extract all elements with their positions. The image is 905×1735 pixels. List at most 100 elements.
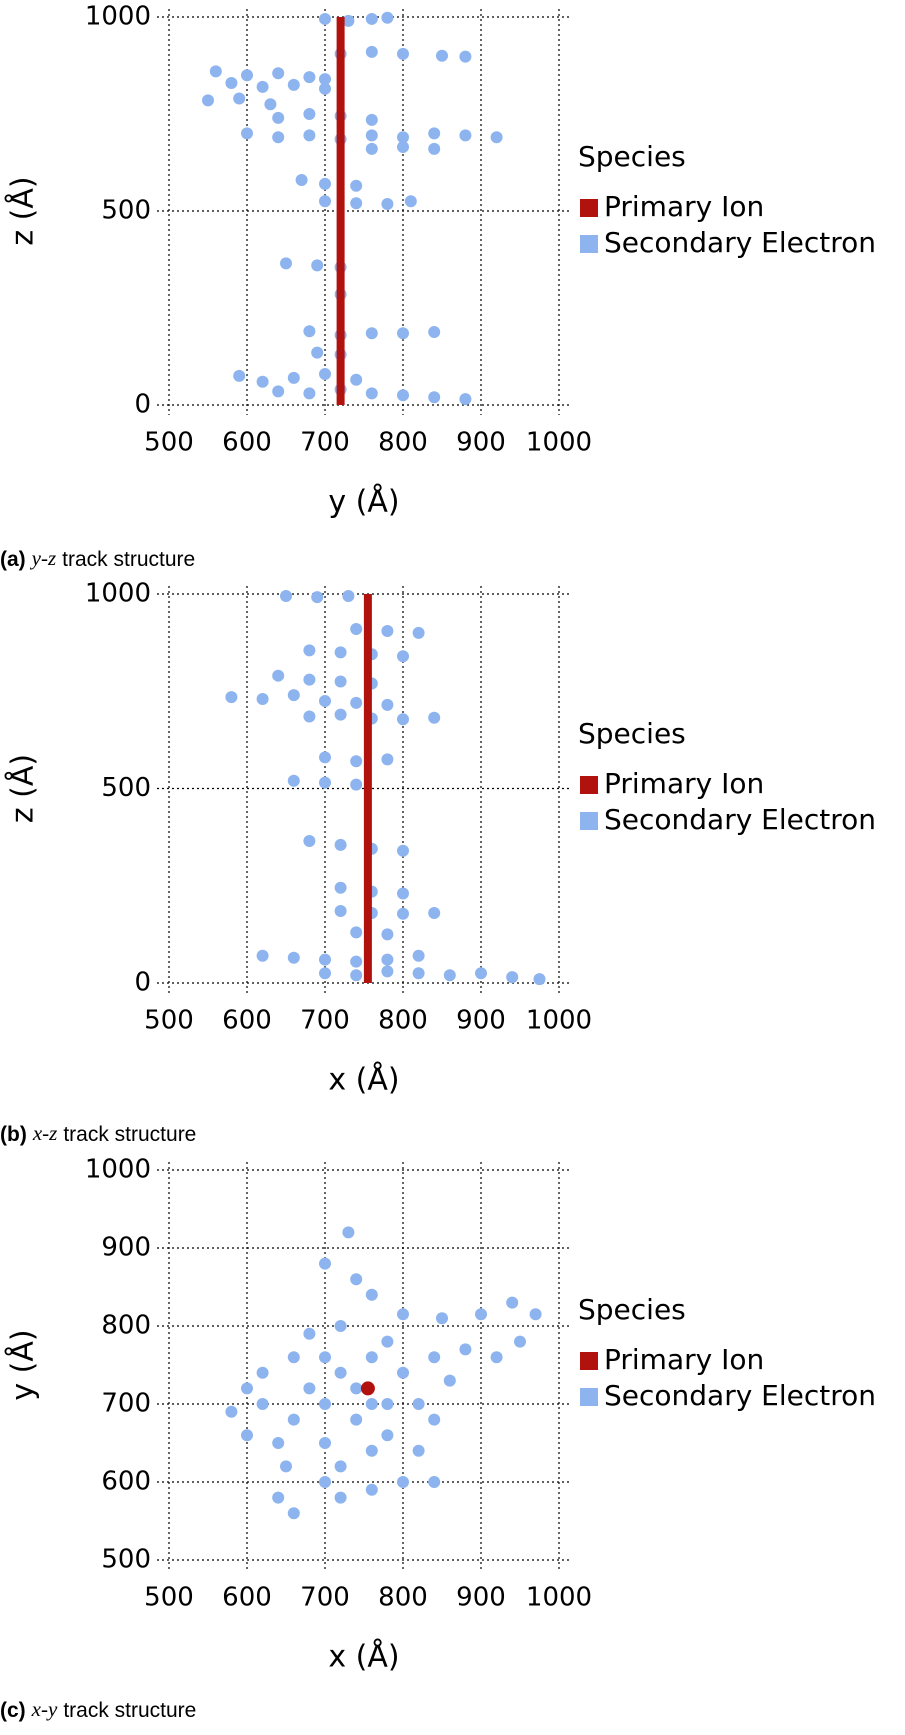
track-point bbox=[350, 1382, 363, 1395]
x-tick-label: 800 bbox=[378, 1006, 428, 1036]
track-point bbox=[350, 1273, 363, 1286]
track-point bbox=[350, 969, 363, 982]
track-point bbox=[342, 14, 355, 27]
y-axis-label: y (Å) bbox=[5, 1329, 41, 1400]
track-point bbox=[404, 195, 417, 208]
track-point bbox=[319, 953, 331, 966]
track-point bbox=[287, 951, 300, 964]
track-point bbox=[533, 973, 546, 986]
track-point bbox=[350, 955, 363, 968]
y-axis-label: z (Å) bbox=[5, 176, 41, 245]
track-point bbox=[303, 129, 316, 142]
track-point bbox=[365, 1351, 378, 1364]
track-point bbox=[311, 259, 324, 272]
track-point bbox=[225, 1405, 238, 1418]
track-point bbox=[381, 11, 394, 24]
track-point bbox=[350, 623, 363, 636]
track-point bbox=[319, 1437, 331, 1449]
x-axis-label: x (Å) bbox=[328, 1639, 399, 1675]
track-point bbox=[381, 1335, 394, 1348]
track-point bbox=[311, 591, 324, 604]
track-point bbox=[381, 698, 394, 711]
track-point bbox=[459, 50, 472, 63]
track-point bbox=[319, 367, 331, 380]
track-point bbox=[319, 776, 331, 789]
x-tick-label: 900 bbox=[456, 1006, 506, 1036]
legend-swatch bbox=[580, 235, 598, 253]
track-point bbox=[397, 844, 409, 857]
y-tick-label: 700 bbox=[101, 1389, 151, 1419]
track-point bbox=[412, 626, 425, 639]
track-point bbox=[412, 949, 425, 962]
legend-swatch bbox=[580, 1352, 598, 1370]
y-tick-label: 1000 bbox=[85, 1155, 151, 1185]
track-point bbox=[381, 753, 394, 766]
track-point bbox=[459, 1343, 472, 1356]
track-point bbox=[428, 1413, 441, 1426]
track-point bbox=[319, 195, 331, 208]
track-point bbox=[365, 45, 378, 58]
track-point bbox=[397, 47, 409, 60]
track-point bbox=[303, 644, 316, 657]
track-point bbox=[334, 646, 347, 659]
track-point bbox=[443, 969, 456, 982]
caption-text: track structure bbox=[62, 548, 195, 571]
track-point bbox=[272, 1437, 285, 1449]
legend-swatch bbox=[580, 199, 598, 217]
track-point bbox=[334, 675, 347, 688]
track-point bbox=[443, 1374, 456, 1387]
track-point bbox=[490, 1351, 503, 1364]
legend-swatch bbox=[580, 1388, 598, 1406]
legend-label: Secondary Electron bbox=[604, 803, 876, 836]
x-tick-label: 600 bbox=[222, 1006, 272, 1036]
track-point bbox=[397, 713, 409, 726]
track-point bbox=[287, 1413, 300, 1426]
track-point bbox=[319, 73, 331, 86]
track-point bbox=[365, 1444, 378, 1457]
legend-swatch bbox=[580, 776, 598, 794]
x-tick-label: 500 bbox=[144, 428, 194, 458]
panel: 500 600 700 800 900 1000 0 500 1000 x (Å) z (Å) Spe… bbox=[0, 579, 876, 1146]
track-point bbox=[311, 346, 324, 359]
track-point bbox=[397, 907, 409, 920]
track-point bbox=[428, 127, 441, 140]
track-point bbox=[256, 693, 269, 706]
track-point bbox=[397, 327, 409, 340]
track-point bbox=[303, 673, 316, 686]
legend-swatch bbox=[580, 812, 598, 830]
track-point bbox=[280, 257, 292, 270]
track-point bbox=[514, 1335, 526, 1348]
track-point bbox=[287, 1351, 300, 1364]
track-point bbox=[256, 80, 269, 93]
track-point bbox=[360, 1381, 375, 1396]
track-point bbox=[295, 173, 308, 186]
track-point bbox=[381, 965, 394, 978]
track-point bbox=[303, 325, 316, 338]
track-point bbox=[280, 1460, 292, 1473]
track-point bbox=[319, 177, 331, 190]
track-point bbox=[303, 387, 316, 400]
legend-label: Primary Ion bbox=[604, 767, 764, 800]
track-point bbox=[256, 1398, 269, 1410]
track-point bbox=[319, 751, 331, 764]
y-axis-label: z (Å) bbox=[5, 754, 41, 823]
track-point bbox=[397, 887, 409, 900]
track-point bbox=[381, 198, 394, 211]
track-point bbox=[350, 373, 363, 386]
x-tick-label: 800 bbox=[378, 1583, 428, 1613]
track-point bbox=[506, 971, 519, 984]
track-point bbox=[397, 1366, 409, 1379]
track-point bbox=[256, 1366, 269, 1379]
legend-title: Species bbox=[578, 1293, 686, 1326]
track-point bbox=[319, 967, 331, 980]
track-point bbox=[334, 838, 347, 851]
x-tick-label: 500 bbox=[144, 1006, 194, 1036]
track-point bbox=[303, 71, 316, 84]
track-point bbox=[365, 1398, 378, 1410]
y-tick-label: 1000 bbox=[85, 2, 151, 32]
track-point bbox=[428, 1351, 441, 1364]
track-point bbox=[287, 774, 300, 787]
track-point bbox=[241, 127, 253, 140]
y-tick-label: 600 bbox=[101, 1467, 151, 1497]
